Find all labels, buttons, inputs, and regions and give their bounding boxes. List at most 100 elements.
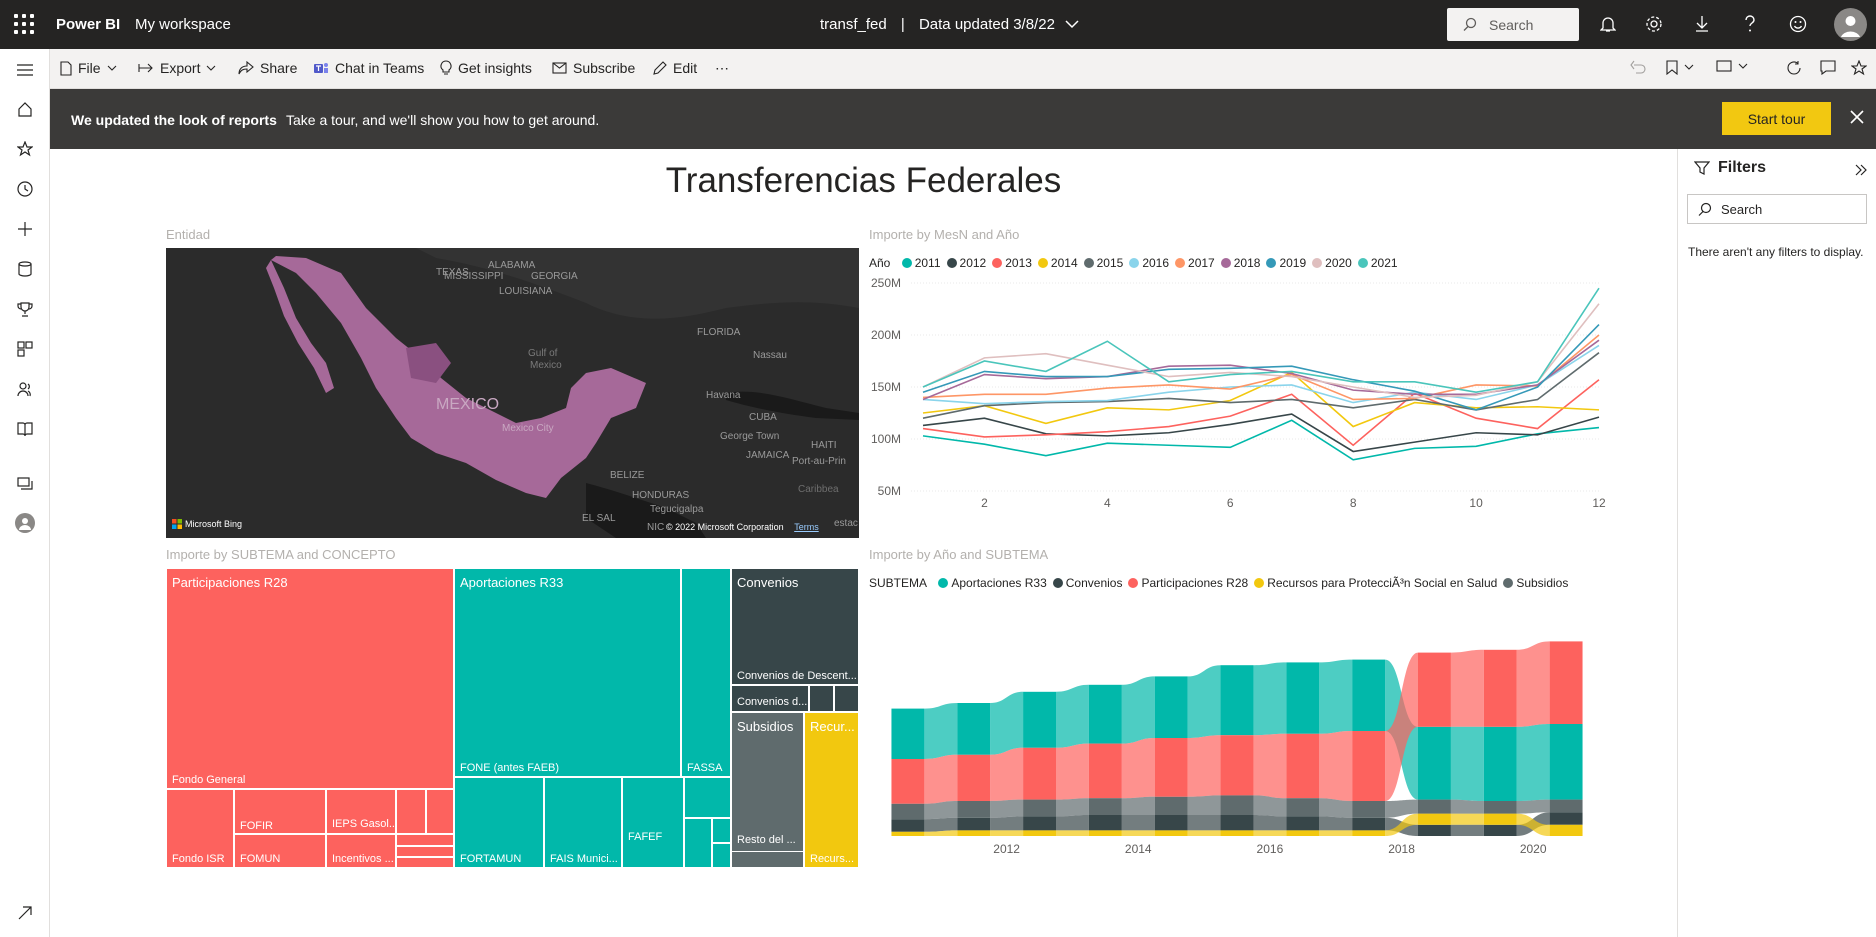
ribbon-convenios[interactable] [924, 817, 958, 832]
legend-item-2019[interactable]: 2019 [1260, 256, 1306, 270]
ribbon-bar-aportaciones-r33[interactable] [1023, 691, 1056, 748]
ribbon-participaciones-r28[interactable] [1450, 649, 1484, 727]
learn-book-icon[interactable] [13, 417, 37, 441]
tile-fafef[interactable]: FAFEF [622, 777, 684, 868]
ribbon-bar-participaciones-r28[interactable] [957, 754, 991, 801]
ribbon-bar-recursos-para-protecci-n-social-en-salud[interactable] [957, 830, 991, 836]
tile-fofir[interactable]: FOFIR [234, 789, 326, 834]
start-tour-button[interactable]: Start tour [1722, 102, 1831, 135]
ribbon-bar-recursos-para-protecci-n-social-en-salud[interactable] [1220, 830, 1254, 836]
tile-r33-small-4[interactable] [712, 843, 731, 868]
ribbon-bar-convenios[interactable] [1154, 815, 1188, 831]
edit-button[interactable]: Edit [653, 60, 697, 76]
tile-convenios-d[interactable]: Convenios d... [731, 685, 809, 712]
legend-item-2018[interactable]: 2018 [1215, 256, 1260, 270]
legend-item-2014[interactable]: 2014 [1032, 256, 1078, 270]
tile-ieps[interactable]: IEPS Gasol... [326, 789, 396, 834]
ribbon-bar-subsidios[interactable] [1549, 799, 1583, 813]
ribbon-recursos-para-protecci-n-social-en-salud[interactable] [1516, 813, 1550, 836]
tile-r33-small-1[interactable] [684, 777, 731, 818]
ribbon-aportaciones-r33[interactable] [1516, 724, 1550, 801]
ribbon-bar-participaciones-r28[interactable] [1154, 738, 1188, 797]
top-search-input[interactable]: Search [1447, 8, 1579, 41]
tile-conv-small-1[interactable] [809, 685, 834, 712]
line-series-2020[interactable] [922, 303, 1600, 399]
export-menu[interactable]: Export [138, 60, 216, 76]
ribbon-subsidios[interactable] [1253, 795, 1287, 817]
ribbon-aportaciones-r33[interactable] [1450, 726, 1484, 801]
line-series-2016[interactable] [922, 344, 1600, 405]
ribbon-bar-subsidios[interactable] [1023, 799, 1056, 817]
ribbon-bar-convenios[interactable] [1088, 815, 1122, 831]
legend-item-aportaciones-r33[interactable]: Aportaciones R33 [932, 576, 1047, 590]
ribbon-bar-subsidios[interactable] [1286, 798, 1320, 817]
tile-r28-small-5[interactable] [396, 857, 454, 868]
ribbon-convenios[interactable] [1319, 816, 1353, 831]
tile-recursos[interactable]: Recur... Recurs... [804, 712, 859, 868]
treemap-visual[interactable]: Participaciones R28 Participaciones R28 … [166, 568, 859, 868]
workspace-link[interactable]: My workspace [135, 16, 231, 33]
ribbon-subsidios[interactable] [1385, 799, 1418, 818]
ribbon-bar-recursos-para-protecci-n-social-en-salud[interactable] [1549, 824, 1583, 836]
line-series-2012[interactable] [922, 413, 1600, 453]
ribbon-subsidios[interactable] [924, 801, 958, 820]
legend-item-2012[interactable]: 2012 [941, 256, 986, 270]
ribbon-participaciones-r28[interactable] [1253, 733, 1287, 799]
ribbon-subsidios[interactable] [1121, 796, 1155, 815]
legend-item-subsidios[interactable]: Subsidios [1497, 576, 1568, 590]
legend-item-2020[interactable]: 2020 [1306, 256, 1352, 270]
ribbon-participaciones-r28[interactable] [1187, 735, 1221, 797]
ribbon-bar-convenios[interactable] [1418, 824, 1451, 836]
ribbon-participaciones-r28[interactable] [1319, 731, 1353, 801]
tile-fondo-general[interactable]: Participaciones R28 Fondo General [166, 568, 454, 789]
ribbon-bar-recursos-para-protecci-n-social-en-salud[interactable] [1483, 813, 1517, 825]
ribbon-bar-convenios[interactable] [1286, 816, 1320, 831]
ribbon-bar-convenios[interactable] [1023, 816, 1056, 831]
ribbon-bar-participaciones-r28[interactable] [1483, 649, 1517, 727]
legend-item-convenios[interactable]: Convenios [1047, 576, 1122, 590]
feedback-smiley-icon[interactable] [1786, 12, 1810, 36]
ribbon-aportaciones-r33[interactable] [1253, 662, 1287, 736]
file-menu[interactable]: File [60, 60, 117, 76]
ribbon-bar-aportaciones-r33[interactable] [1154, 676, 1188, 738]
ribbon-bar-subsidios[interactable] [1220, 795, 1254, 815]
ribbon-bar-participaciones-r28[interactable] [1286, 733, 1320, 799]
line-series-2021[interactable] [922, 287, 1600, 394]
ribbon-bar-convenios[interactable] [1220, 815, 1254, 831]
ribbon-recursos-para-protecci-n-social-en-salud[interactable] [1450, 813, 1484, 825]
home-icon[interactable] [13, 97, 37, 121]
ribbon-convenios[interactable] [1450, 824, 1484, 836]
ribbon-bar-convenios[interactable] [1549, 812, 1583, 825]
ribbon-bar-subsidios[interactable] [1418, 799, 1451, 814]
ribbon-bar-participaciones-r28[interactable] [891, 759, 925, 804]
report-header[interactable]: transf_fed | Data updated 3/8/22 [820, 16, 1079, 33]
ribbon-aportaciones-r33[interactable] [924, 703, 958, 759]
ribbon-subsidios[interactable] [1450, 799, 1484, 814]
ribbon-participaciones-r28[interactable] [1056, 743, 1089, 800]
ribbon-bar-subsidios[interactable] [1483, 801, 1517, 814]
ribbon-bar-recursos-para-protecci-n-social-en-salud[interactable] [1418, 813, 1451, 825]
ribbon-bar-aportaciones-r33[interactable] [891, 708, 925, 759]
legend-item-2017[interactable]: 2017 [1169, 256, 1215, 270]
tile-fais[interactable]: FAIS Munici... [544, 777, 622, 868]
tile-r28-small-4[interactable] [396, 846, 454, 857]
comment-icon[interactable] [1820, 60, 1836, 75]
gear-icon[interactable] [1642, 12, 1666, 36]
datasets-icon[interactable] [13, 257, 37, 281]
star-icon[interactable] [13, 137, 37, 161]
ribbon-aportaciones-r33[interactable] [1319, 659, 1353, 734]
ribbon-bar-participaciones-r28[interactable] [1220, 735, 1254, 796]
legend-item-participaciones-r28[interactable]: Participaciones R28 [1122, 576, 1248, 590]
ribbon-bar-aportaciones-r33[interactable] [1286, 662, 1320, 734]
ribbon-aportaciones-r33[interactable] [1056, 684, 1089, 748]
ribbon-bar-subsidios[interactable] [891, 803, 925, 820]
line-series-2015[interactable] [922, 352, 1600, 419]
ribbon-bar-recursos-para-protecci-n-social-en-salud[interactable] [1088, 830, 1122, 836]
tile-fone[interactable]: Aportaciones R33 FONE (antes FAEB) [454, 568, 681, 777]
tile-fortamun[interactable]: FORTAMUN [454, 777, 544, 868]
tile-r28-small-3[interactable] [396, 834, 454, 846]
favorite-star-icon[interactable] [1851, 60, 1867, 76]
ribbon-aportaciones-r33[interactable] [1187, 665, 1221, 738]
filters-search-input[interactable]: Search [1687, 194, 1867, 224]
ribbon-aportaciones-r33[interactable] [990, 691, 1024, 755]
